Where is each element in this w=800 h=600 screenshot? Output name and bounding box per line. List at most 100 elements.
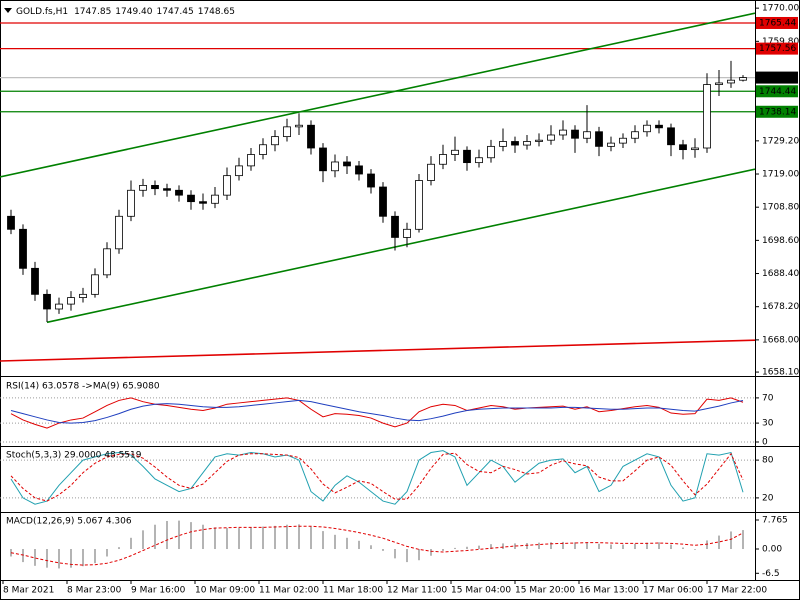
- candle-body: [19, 228, 27, 269]
- candle-body: [619, 137, 627, 144]
- histogram-bar: [58, 549, 60, 569]
- candle-body: [535, 139, 543, 142]
- candle-body: [523, 141, 531, 146]
- candle-body: [43, 293, 51, 310]
- histogram-bar: [658, 542, 660, 550]
- candle-body: [655, 124, 663, 129]
- price-label: 1757.56: [759, 44, 796, 54]
- x-tick-label: 8 Mar 2021: [3, 586, 54, 596]
- candle-body: [367, 173, 375, 188]
- candle-body: [595, 131, 603, 147]
- candle-body: [127, 189, 135, 217]
- candle-body: [223, 175, 231, 196]
- candle-body: [343, 161, 351, 167]
- high: 1749.40: [115, 7, 152, 17]
- histogram-bar: [478, 545, 480, 550]
- histogram-bar: [694, 549, 696, 550]
- histogram-bar: [466, 546, 468, 550]
- candle-body: [151, 184, 159, 190]
- price-label-bg: [756, 105, 798, 118]
- candle-body: [379, 186, 387, 217]
- histogram-bar: [394, 549, 396, 559]
- histogram-bar: [454, 547, 456, 550]
- price-label-bg: [756, 42, 798, 55]
- candle-body: [559, 129, 567, 136]
- candle-body: [715, 82, 723, 85]
- x-tick-label: 16 Mar 13:00: [579, 586, 639, 596]
- y-tick-label: 0.00: [762, 545, 782, 555]
- price-panel: [0, 12, 755, 362]
- candle-body: [211, 194, 219, 204]
- histogram-bar: [358, 540, 360, 550]
- trend-line: [46, 168, 755, 324]
- candle-body: [463, 149, 471, 164]
- low: 1747.45: [157, 7, 194, 17]
- price-label-bg: [756, 85, 798, 98]
- trend-line: [0, 12, 755, 178]
- y-tick-label: 1708.80: [762, 203, 799, 213]
- menu-arrow[interactable]: [4, 8, 12, 13]
- histogram-bar: [130, 537, 132, 550]
- y-tick-label: 70: [762, 393, 774, 403]
- indicator-title: MACD(12,26,9) 5.067 4.306: [6, 517, 132, 527]
- y-tick-label: 1658.10: [762, 368, 799, 378]
- candle-body: [691, 147, 699, 151]
- histogram-bar: [214, 527, 216, 550]
- histogram-bar: [574, 542, 576, 550]
- histogram-bar: [562, 541, 564, 550]
- candle-body: [547, 134, 555, 141]
- candle-body: [511, 141, 519, 146]
- candle-body: [739, 77, 747, 81]
- y-tick-label: -6.5: [762, 569, 780, 579]
- candle-body: [727, 79, 735, 84]
- histogram-bar: [94, 549, 96, 564]
- histogram-bar: [106, 549, 108, 557]
- candle-body: [139, 184, 147, 191]
- candle-body: [199, 201, 207, 204]
- price-label-bg: [756, 71, 798, 84]
- histogram-bar: [262, 526, 264, 550]
- histogram-bar: [418, 549, 420, 561]
- candle-body: [643, 124, 651, 133]
- candle-body: [7, 215, 15, 230]
- histogram-bar: [382, 549, 384, 551]
- histogram-bar: [34, 549, 36, 566]
- histogram-bar: [334, 534, 336, 550]
- histogram-bar: [634, 543, 636, 550]
- candle-body: [259, 144, 267, 155]
- histogram-bar: [298, 524, 300, 550]
- candle-body: [271, 136, 279, 146]
- histogram-bar: [550, 542, 552, 550]
- histogram-bar: [70, 549, 72, 568]
- candle-body: [679, 144, 687, 151]
- histogram-bar: [514, 543, 516, 550]
- price-label: 1765.44: [759, 18, 796, 28]
- candle-body: [631, 131, 639, 139]
- indicator-title: Stoch(5,3,3) 29.0000 48.5519: [6, 451, 142, 461]
- candle-body: [31, 267, 39, 295]
- histogram-bar: [178, 520, 180, 550]
- candle-body: [427, 163, 435, 181]
- candle-body: [571, 129, 579, 139]
- indicator-line: [10, 452, 744, 502]
- candle-body: [235, 165, 243, 177]
- histogram-bar: [586, 542, 588, 550]
- candle-body: [415, 180, 423, 230]
- macd-panel: [10, 520, 744, 569]
- symbol: GOLD.fs,H1: [16, 7, 68, 17]
- candle-body: [67, 297, 75, 305]
- y-tick-label: 20: [762, 493, 774, 503]
- stoch-panel: [0, 450, 755, 505]
- histogram-bar: [670, 544, 672, 550]
- candle-body: [79, 293, 87, 298]
- candle-body: [247, 154, 255, 167]
- histogram-bar: [346, 537, 348, 550]
- price-label: 1744.44: [759, 87, 796, 97]
- histogram-bar: [430, 549, 432, 556]
- y-tick-label: 1678.20: [762, 302, 799, 312]
- histogram-bar: [730, 531, 732, 550]
- candle-body: [295, 124, 303, 128]
- histogram-bar: [118, 547, 120, 550]
- candle-body: [91, 274, 99, 295]
